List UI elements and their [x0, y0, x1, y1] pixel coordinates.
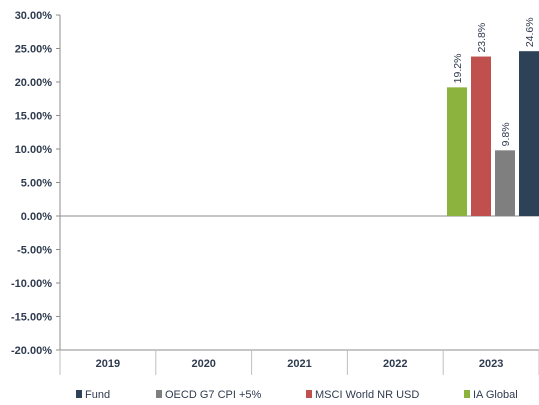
bar-fund: [519, 51, 539, 217]
y-tick-label: -15.00%: [11, 312, 52, 324]
y-tick-label: 25.00%: [15, 44, 53, 56]
x-tick-label: 2022: [383, 358, 407, 370]
y-tick-label: 0.00%: [21, 211, 52, 223]
bar-ia-global: [447, 87, 467, 216]
legend-swatch-oecd-g7-cpi-5: [156, 390, 162, 398]
data-label-msci-world-nr-usd: 23.8%: [476, 23, 488, 53]
bar-msci-world-nr-usd: [471, 56, 491, 216]
y-tick-label: -5.00%: [17, 245, 52, 257]
data-label-ia-global: 19.2%: [452, 54, 464, 84]
legend-label-msci-world-nr-usd: MSCI World NR USD: [315, 389, 419, 401]
x-tick-label: 2023: [479, 358, 503, 370]
x-tick-label: 2020: [191, 358, 215, 370]
y-tick-label: -10.00%: [11, 278, 52, 290]
x-tick-label: 2021: [287, 358, 311, 370]
x-tick-label: 2019: [96, 358, 120, 370]
y-tick-label: -20.00%: [11, 345, 52, 357]
y-tick-label: 10.00%: [15, 144, 53, 156]
y-tick-label: 5.00%: [21, 178, 52, 190]
y-tick-label: 20.00%: [15, 77, 53, 89]
legend-swatch-msci-world-nr-usd: [306, 390, 312, 398]
legend-label-fund: Fund: [85, 389, 110, 401]
legend-swatch-ia-global: [464, 390, 470, 398]
legend-swatch-fund: [76, 390, 82, 398]
bar-oecd-g7-cpi-5: [495, 150, 515, 216]
legend-label-ia-global: IA Global: [473, 389, 518, 401]
y-tick-label: 30.00%: [15, 10, 53, 22]
data-label-oecd-g7-cpi-5: 9.8%: [500, 122, 512, 146]
legend-label-oecd-g7-cpi-5: OECD G7 CPI +5%: [165, 389, 262, 401]
data-label-fund: 24.6%: [524, 17, 536, 47]
y-tick-label: 15.00%: [15, 111, 53, 123]
